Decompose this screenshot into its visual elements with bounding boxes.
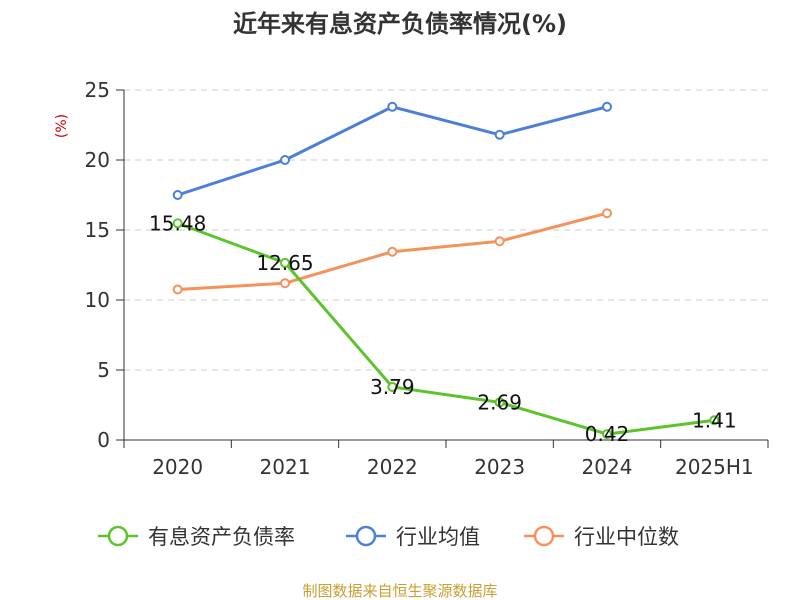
data-point: [387, 246, 398, 257]
data-point: [494, 236, 505, 247]
data-label: 2.69: [477, 390, 522, 414]
data-point: [602, 101, 612, 112]
legend-item: 行业中位数: [524, 525, 679, 549]
legend: 有息资产负债率 行业均值 行业中位数: [98, 525, 679, 549]
data-labels: 15.48 12.65 3.79 2.69 0.42 1.41: [149, 211, 737, 446]
data-point: [387, 101, 398, 112]
data-label: 15.48: [149, 211, 206, 235]
y-axis-label: (%): [54, 114, 70, 138]
axes: [116, 89, 769, 448]
y-tick-labels: 0 5 10 15 20 25: [85, 78, 110, 452]
y-tick-label: 5: [97, 358, 110, 382]
x-tick-label: 2025H1: [675, 455, 754, 479]
x-tick-labels: 2020 2021 2022 2023 2024 2025H1: [152, 455, 753, 479]
legend-marker: [107, 525, 129, 547]
y-tick-label: 15: [85, 218, 110, 242]
series-lines: [172, 101, 720, 440]
source-note: 制图数据来自恒生聚源数据库: [302, 582, 497, 600]
data-label: 12.65: [256, 251, 313, 275]
data-point: [709, 415, 720, 426]
x-tick-label: 2023: [474, 455, 525, 479]
legend-item: 有息资产负债率: [98, 525, 295, 549]
y-tick-label: 0: [97, 428, 110, 452]
legend-item: 行业均值: [346, 525, 480, 549]
data-point: [602, 429, 612, 440]
data-point: [280, 155, 290, 165]
data-point: [172, 190, 183, 200]
data-point: [602, 208, 612, 219]
legend-label: 行业均值: [396, 525, 480, 549]
data-point: [172, 218, 183, 229]
data-label: 0.42: [585, 422, 630, 446]
series-line: [177, 221, 715, 436]
data-point: [172, 284, 183, 295]
series-line: [177, 105, 608, 197]
data-label: 3.79: [370, 375, 415, 399]
legend-label: 有息资产负债率: [148, 525, 295, 549]
data-point: [494, 397, 505, 408]
y-tick-label: 10: [85, 288, 110, 312]
x-tick-label: 2021: [260, 455, 311, 479]
data-point: [280, 257, 290, 268]
y-tick-label: 20: [85, 148, 110, 172]
grid-lines: [124, 89, 768, 371]
y-tick-label: 25: [85, 78, 110, 102]
chart-title: 近年来有息资产负债率情况(%): [233, 10, 567, 38]
legend-label: 行业中位数: [574, 525, 679, 549]
data-point: [494, 129, 505, 140]
legend-marker: [355, 525, 377, 547]
data-point: [280, 278, 290, 289]
x-tick-label: 2020: [152, 455, 203, 479]
legend-marker: [533, 525, 555, 547]
data-point: [387, 381, 398, 392]
x-tick-label: 2024: [582, 455, 633, 479]
data-label: 1.41: [692, 408, 737, 432]
x-tick-label: 2022: [367, 455, 418, 479]
